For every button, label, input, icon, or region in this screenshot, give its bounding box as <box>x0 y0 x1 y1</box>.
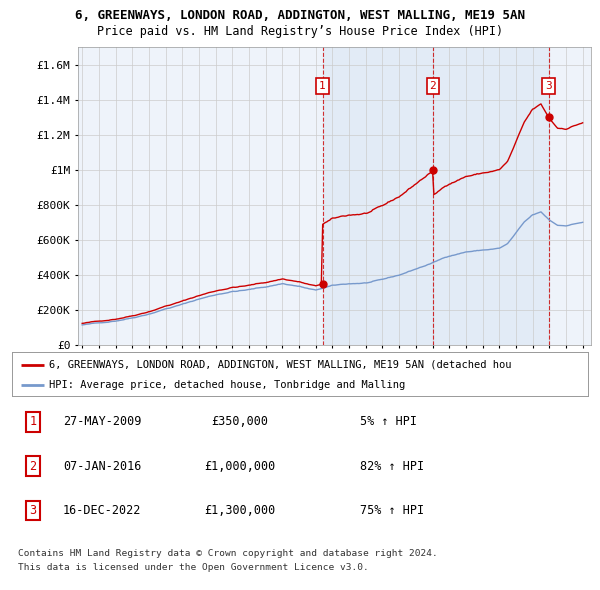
Text: 07-JAN-2016: 07-JAN-2016 <box>63 460 141 473</box>
Text: £350,000: £350,000 <box>212 415 269 428</box>
Text: £1,000,000: £1,000,000 <box>205 460 275 473</box>
Text: 75% ↑ HPI: 75% ↑ HPI <box>360 504 424 517</box>
Text: 27-MAY-2009: 27-MAY-2009 <box>63 415 141 428</box>
Text: 2: 2 <box>430 81 436 91</box>
Text: 6, GREENWAYS, LONDON ROAD, ADDINGTON, WEST MALLING, ME19 5AN: 6, GREENWAYS, LONDON ROAD, ADDINGTON, WE… <box>75 9 525 22</box>
Text: 3: 3 <box>29 504 37 517</box>
Text: 6, GREENWAYS, LONDON ROAD, ADDINGTON, WEST MALLING, ME19 5AN (detached hou: 6, GREENWAYS, LONDON ROAD, ADDINGTON, WE… <box>49 360 512 369</box>
Text: 82% ↑ HPI: 82% ↑ HPI <box>360 460 424 473</box>
Text: 1: 1 <box>319 81 326 91</box>
Bar <box>323 47 433 345</box>
Text: 16-DEC-2022: 16-DEC-2022 <box>63 504 141 517</box>
Text: Price paid vs. HM Land Registry’s House Price Index (HPI): Price paid vs. HM Land Registry’s House … <box>97 25 503 38</box>
Text: 1: 1 <box>29 415 37 428</box>
Text: 3: 3 <box>545 81 552 91</box>
Text: This data is licensed under the Open Government Licence v3.0.: This data is licensed under the Open Gov… <box>18 563 369 572</box>
Text: 5% ↑ HPI: 5% ↑ HPI <box>360 415 417 428</box>
Text: Contains HM Land Registry data © Crown copyright and database right 2024.: Contains HM Land Registry data © Crown c… <box>18 549 438 558</box>
Text: 2: 2 <box>29 460 37 473</box>
Text: £1,300,000: £1,300,000 <box>205 504 275 517</box>
Text: HPI: Average price, detached house, Tonbridge and Malling: HPI: Average price, detached house, Tonb… <box>49 381 406 391</box>
Bar <box>433 47 548 345</box>
